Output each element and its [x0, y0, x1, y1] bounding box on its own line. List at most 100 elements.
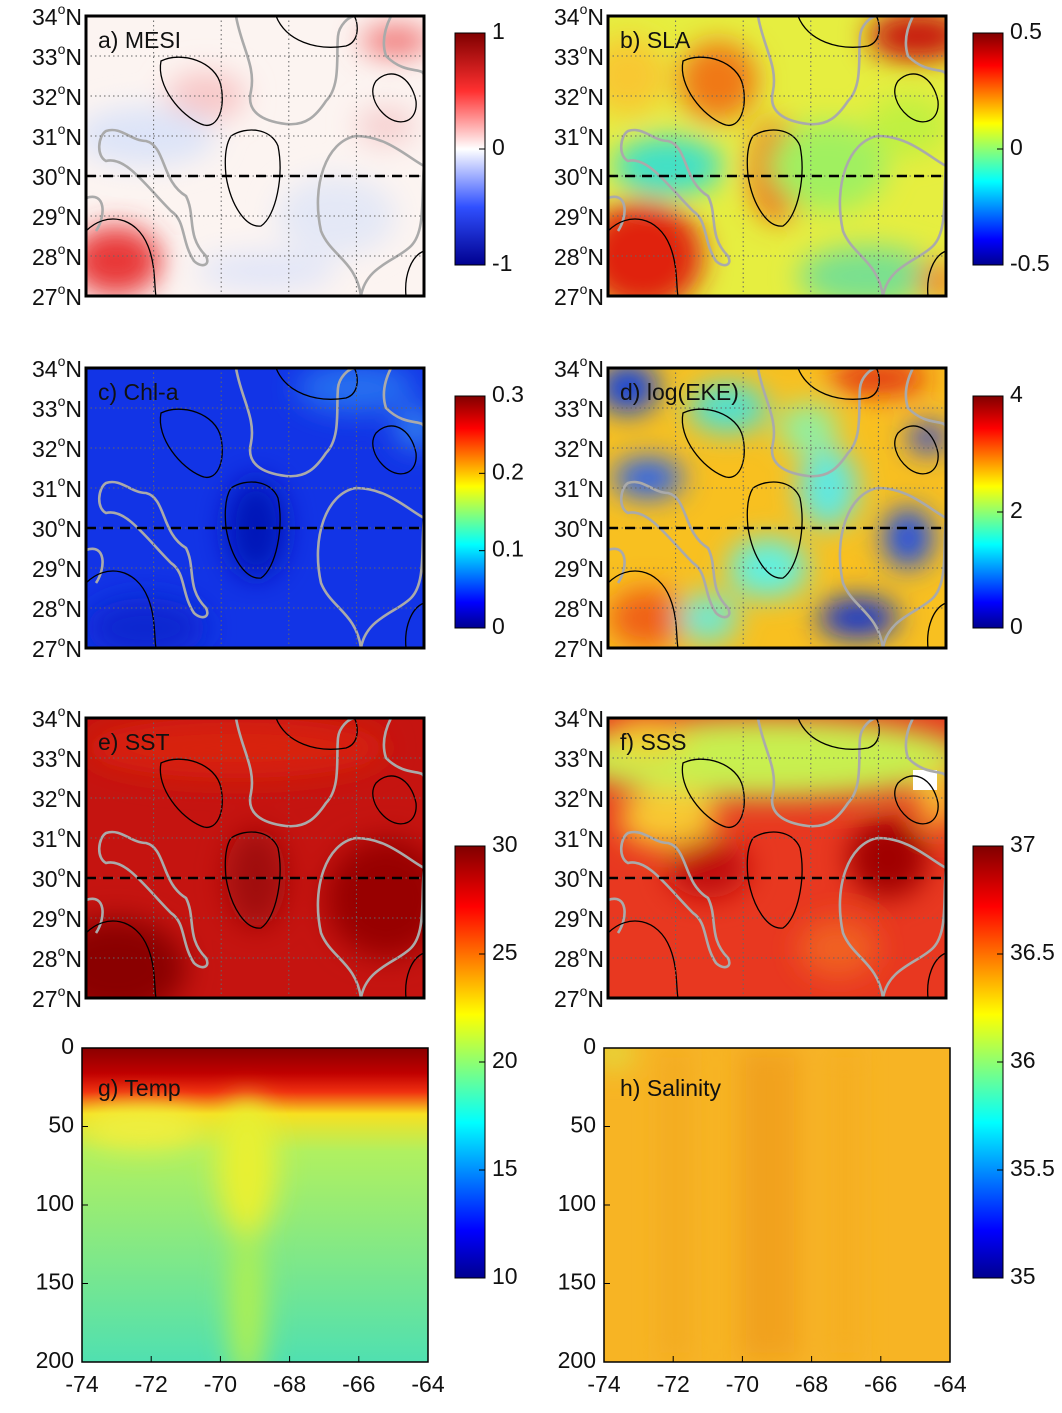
colorbar-tick-label: 15 — [492, 1155, 518, 1181]
degree: o — [58, 903, 66, 919]
colorbar-tick-label: 35 — [1010, 1263, 1036, 1289]
panel-label: e) SST — [98, 729, 170, 755]
hemisphere: N — [587, 44, 604, 70]
lat-tick-label: 28oN — [554, 241, 604, 270]
field-patch — [828, 368, 928, 393]
hemisphere: N — [65, 204, 82, 230]
lat-tick-label: 27oN — [554, 983, 604, 1012]
frame — [603, 1047, 951, 1363]
field-patch — [798, 918, 878, 978]
frame — [84, 366, 426, 650]
field-patch — [356, 106, 416, 146]
lat-tick-label: 29oN — [554, 903, 604, 932]
colorbar-tick-label: -1 — [492, 250, 512, 276]
x-tick-label: -74 — [587, 1371, 620, 1397]
lat-value: 31 — [32, 124, 58, 150]
hemisphere: N — [587, 906, 604, 932]
hemisphere: N — [65, 596, 82, 622]
field-patch — [86, 226, 161, 296]
field — [82, 1048, 428, 1362]
hemisphere: N — [65, 986, 82, 1012]
degree: o — [580, 823, 588, 839]
lat-tick-label: 27oN — [32, 281, 82, 310]
colorbar-tick-label: 4 — [1010, 381, 1023, 407]
field — [86, 368, 424, 648]
field — [86, 718, 424, 998]
lat-value: 33 — [554, 746, 580, 772]
colorbar: 10 15 20 25 30 — [454, 831, 518, 1289]
field-patch — [608, 718, 946, 798]
hemisphere: N — [587, 84, 604, 110]
lat-value: 30 — [32, 516, 58, 542]
hemisphere: N — [587, 436, 604, 462]
panel-label: h) Salinity — [620, 1075, 721, 1101]
x-tick-label: -64 — [933, 1371, 966, 1397]
field-patch — [688, 383, 768, 433]
degree: o — [580, 943, 588, 959]
lat-value: 34 — [32, 356, 58, 382]
degree: o — [580, 473, 588, 489]
degree: o — [58, 433, 66, 449]
field-patch — [678, 593, 738, 643]
lat-value: 30 — [32, 164, 58, 190]
field-patch — [166, 71, 246, 121]
field-patch — [868, 16, 946, 61]
hemisphere: N — [587, 826, 604, 852]
hemisphere: N — [587, 746, 604, 772]
panel-label: b) SLA — [620, 27, 691, 53]
field-patch — [678, 41, 758, 121]
lat-value: 29 — [32, 204, 58, 230]
degree: o — [580, 161, 588, 177]
colorbar-tick-label: 25 — [492, 939, 518, 965]
colorbar-tick-label: 20 — [492, 1047, 518, 1073]
colorbar-tick-label: 0.2 — [492, 458, 524, 484]
colorbar-tick-label: -0.5 — [1010, 250, 1050, 276]
hemisphere: N — [65, 44, 82, 70]
y-tick-label: 0 — [61, 1033, 74, 1059]
degree: o — [58, 281, 66, 297]
field-patch — [613, 458, 683, 498]
field-patch — [883, 508, 933, 568]
lat-value: 27 — [32, 636, 58, 662]
field-patch — [728, 538, 808, 598]
field-patch — [768, 121, 888, 211]
frame — [606, 366, 948, 650]
lat-value: 32 — [554, 436, 580, 462]
lat-tick-label: 29oN — [32, 201, 82, 230]
colorbar-tick-label: 36 — [1010, 1047, 1036, 1073]
field-patch — [229, 1228, 265, 1362]
lat-tick-label: 31oN — [32, 473, 82, 502]
degree: o — [580, 121, 588, 137]
y-tick-label: 50 — [48, 1112, 74, 1138]
degree: o — [58, 513, 66, 529]
lat-tick-label: 31oN — [554, 473, 604, 502]
degree: o — [580, 353, 588, 369]
hemisphere: N — [587, 164, 604, 190]
lat-value: 28 — [32, 946, 58, 972]
degree: o — [580, 633, 588, 649]
lat-tick-label: 30oN — [554, 863, 604, 892]
lat-tick-label: 27oN — [32, 983, 82, 1012]
hemisphere: N — [65, 516, 82, 542]
field-patch — [668, 838, 748, 898]
field-patch — [918, 261, 946, 296]
lat-tick-label: 29oN — [32, 553, 82, 582]
lat-tick-label: 29oN — [554, 553, 604, 582]
hemisphere: N — [65, 746, 82, 772]
field-patch — [608, 201, 703, 296]
lat-tick-label: 34oN — [554, 353, 604, 382]
field-patch — [774, 1048, 796, 1362]
lat-tick-label: 30oN — [32, 161, 82, 190]
degree: o — [58, 81, 66, 97]
degree: o — [580, 553, 588, 569]
colorbar-tick-label: 35.5 — [1010, 1155, 1055, 1181]
lat-tick-label: 28oN — [32, 593, 82, 622]
hemisphere: N — [65, 946, 82, 972]
lat-tick-label: 32oN — [554, 433, 604, 462]
hemisphere: N — [65, 84, 82, 110]
hemisphere: N — [65, 636, 82, 662]
panel-label: d) log(EKE) — [620, 379, 739, 405]
x-tick-label: -70 — [726, 1371, 759, 1397]
